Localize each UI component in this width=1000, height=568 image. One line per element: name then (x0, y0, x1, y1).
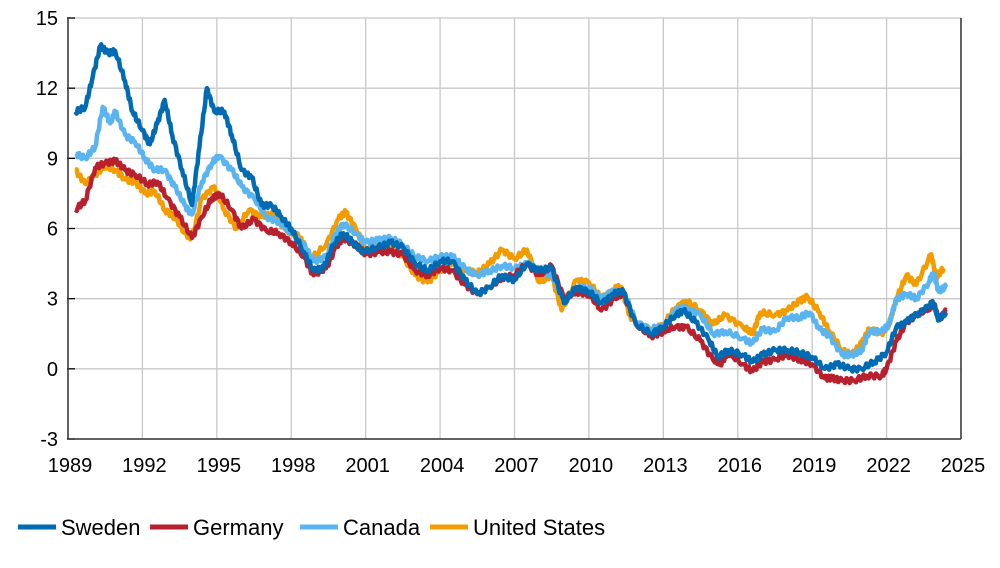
legend-item: Canada (300, 515, 421, 540)
x-tick-label: 2025 (941, 455, 986, 477)
series-line-sweden (73, 42, 949, 374)
series-lines (73, 42, 949, 386)
x-tick-labels: 1989 1992 1995 1998 2001 2004 2007 2010 2013 2016… (48, 455, 986, 477)
x-tick-label: 2007 (494, 455, 539, 477)
y-tick-label: -3 (40, 429, 58, 451)
legend-item: Sweden (18, 515, 141, 540)
y-tick-label: 0 (47, 359, 58, 381)
series-line-germany (73, 156, 948, 386)
y-tick-labels: -3 0 3 6 9 12 15 (36, 8, 58, 451)
x-tick-label: 1998 (271, 455, 316, 477)
x-tick-label: 2022 (866, 455, 911, 477)
y-tick-label: 9 (47, 148, 58, 170)
y-tick-label: 15 (36, 8, 58, 30)
x-tick-label: 1989 (48, 455, 93, 477)
legend-label: Sweden (61, 515, 141, 540)
x-tick-label: 2016 (718, 455, 763, 477)
x-tick-label: 2019 (792, 455, 837, 477)
x-tick-label: 2010 (569, 455, 614, 477)
series-line-canada (74, 104, 949, 360)
legend-label: Germany (193, 515, 283, 540)
x-tick-label: 2001 (345, 455, 390, 477)
x-tick-label: 1992 (122, 455, 167, 477)
gridlines (67, 17, 962, 440)
y-tick-label: 3 (47, 289, 58, 311)
legend-item: United States (430, 515, 605, 540)
legend-label: United States (473, 515, 605, 540)
x-tick-label: 2004 (420, 455, 465, 477)
y-tick-label: 12 (36, 78, 58, 100)
axes (67, 17, 962, 440)
x-tick-label: 2013 (643, 455, 688, 477)
y-tick-label: 6 (47, 219, 58, 241)
legend: Sweden Germany Canada United States (18, 515, 605, 540)
series-line-united-states (74, 161, 946, 359)
legend-label: Canada (343, 515, 421, 540)
legend-item: Germany (150, 515, 283, 540)
x-tick-label: 1995 (197, 455, 242, 477)
